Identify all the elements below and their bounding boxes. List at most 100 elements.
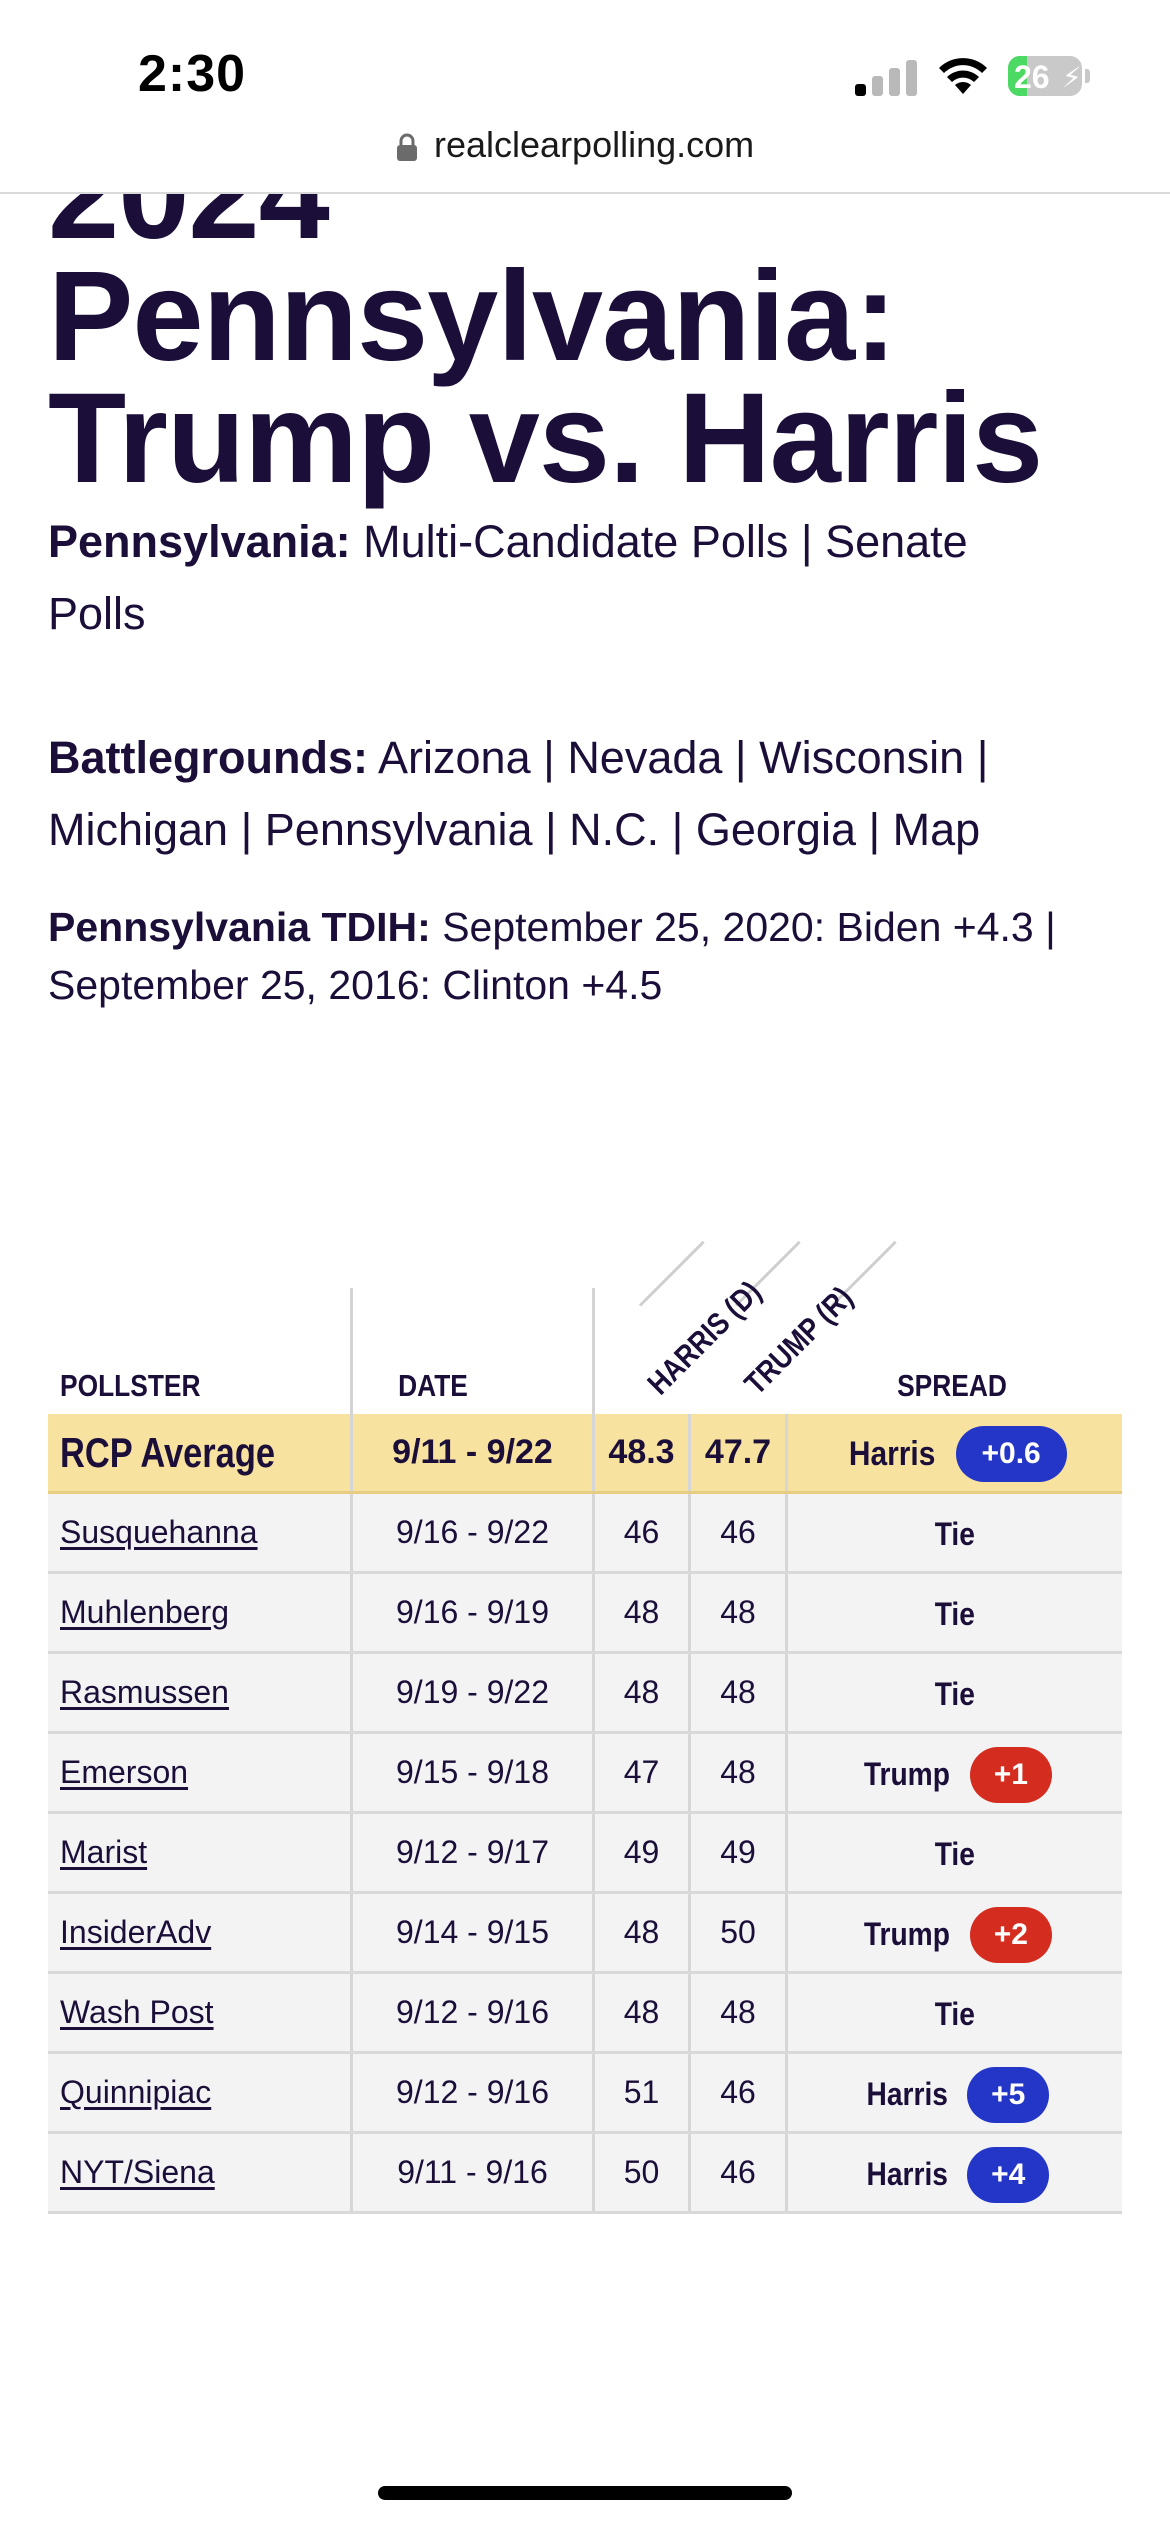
pollster-cell: NYT/Siena (48, 2134, 350, 2211)
trump-cell: 48 (688, 1654, 785, 1731)
date-cell: 9/16 - 9/19 (350, 1574, 592, 1651)
battleground-link-map[interactable]: Map (892, 804, 981, 855)
battleground-link-nc[interactable]: N.C. (569, 804, 660, 855)
table-row: Marist 9/12 - 9/17 49 49 Tie (48, 1814, 1122, 1894)
battleground-link-arizona[interactable]: Arizona (378, 732, 531, 783)
page-content: 2024 Pennsylvania: Trump vs. Harris Penn… (0, 194, 1170, 2474)
battleground-link-pennsylvania[interactable]: Pennsylvania (264, 804, 533, 855)
spread-leader: Tie (934, 1836, 976, 1873)
pollster-cell: Quinnipiac (48, 2054, 350, 2131)
table-row: Rasmussen 9/19 - 9/22 48 48 Tie (48, 1654, 1122, 1734)
table-row: Muhlenberg 9/16 - 9/19 48 48 Tie (48, 1574, 1122, 1654)
table-row: InsiderAdv 9/14 - 9/15 48 50 Trump +2 (48, 1894, 1122, 1974)
spread-leader: Trump (863, 1916, 950, 1953)
header-date[interactable]: DATE (398, 1368, 468, 1403)
spread-cell: Tie (785, 1654, 1122, 1731)
pollster-link[interactable]: Emerson (60, 1754, 189, 1790)
spread-cell: Harris +4 (785, 2134, 1122, 2211)
state-links: Pennsylvania: Multi-Candidate Polls | Se… (48, 516, 968, 639)
table-row: NYT/Siena 9/11 - 9/16 50 46 Harris +4 (48, 2134, 1122, 2214)
avg-spread: Harris +0.6 (785, 1414, 1122, 1491)
spread-badge: +5 (967, 2066, 1050, 2123)
pollster-link[interactable]: InsiderAdv (60, 1914, 212, 1950)
table-header: POLLSTER DATE HARRIS (D) TRUMP (R) SPREA… (48, 1240, 1122, 1414)
trump-cell: 48 (688, 1974, 785, 2051)
spread-leader: Tie (934, 1596, 976, 1633)
avg-pollster-cell: RCP Average (48, 1414, 350, 1491)
date-cell: 9/12 - 9/16 (350, 2054, 592, 2131)
page-title: 2024 Pennsylvania: Trump vs. Harris (48, 194, 1128, 503)
spread-leader: Tie (934, 1996, 976, 2033)
pollster-link[interactable]: Quinnipiac (60, 2074, 212, 2110)
trump-cell: 48 (688, 1734, 785, 1811)
harris-cell: 48 (592, 1574, 688, 1651)
spread-leader: Tie (934, 1676, 976, 1713)
url-text[interactable]: realclearpolling.com (434, 124, 755, 165)
harris-cell: 49 (592, 1814, 688, 1891)
spread-cell: Harris +5 (785, 2054, 1122, 2131)
battleground-link-nevada[interactable]: Nevada (567, 732, 723, 783)
harris-cell: 48 (592, 1974, 688, 2051)
header-pollster[interactable]: POLLSTER (60, 1368, 201, 1403)
poll-table: POLLSTER DATE HARRIS (D) TRUMP (R) SPREA… (48, 1240, 1122, 2214)
spread-cell: Tie (785, 1974, 1122, 2051)
trump-cell: 46 (688, 2054, 785, 2131)
status-time: 2:30 (138, 45, 247, 103)
senate-polls-link[interactable]: Senate Polls (48, 516, 968, 639)
pollster-cell: Wash Post (48, 1974, 350, 2051)
avg-harris: 48.3 (592, 1414, 688, 1491)
spread-leader: Harris (866, 2156, 948, 2193)
pollster-cell: Rasmussen (48, 1654, 350, 1731)
title-matchup: Trump vs. Harris (48, 367, 1043, 510)
title-state: Pennsylvania: (48, 245, 897, 388)
pollster-link[interactable]: NYT/Siena (60, 2154, 215, 2190)
date-cell: 9/11 - 9/16 (350, 2134, 592, 2211)
harris-cell: 51 (592, 2054, 688, 2131)
pollster-link[interactable]: Wash Post (60, 1994, 214, 2030)
harris-cell: 46 (592, 1494, 688, 1571)
battleground-link-michigan[interactable]: Michigan (48, 804, 229, 855)
spread-cell: Trump +1 (785, 1734, 1122, 1811)
pollster-cell: Muhlenberg (48, 1574, 350, 1651)
date-cell: 9/19 - 9/22 (350, 1654, 592, 1731)
pollster-link[interactable]: Susquehanna (60, 1514, 258, 1550)
tdih-2020-link[interactable]: September 25, 2020: Biden +4.3 (442, 904, 1034, 950)
spread-cell: Tie (785, 1814, 1122, 1891)
battleground-link-georgia[interactable]: Georgia (695, 804, 856, 855)
header-spread[interactable]: SPREAD (897, 1368, 1007, 1403)
harris-cell: 47 (592, 1734, 688, 1811)
pollster-cell: InsiderAdv (48, 1894, 350, 1971)
trump-cell: 46 (688, 1494, 785, 1571)
spread-leader: Harris (866, 2076, 948, 2113)
table-row: Quinnipiac 9/12 - 9/16 51 46 Harris +5 (48, 2054, 1122, 2134)
tdih-2016-link[interactable]: September 25, 2016: Clinton +4.5 (48, 962, 663, 1008)
spread-badge: +4 (967, 2146, 1050, 2203)
battleground-link-wisconsin[interactable]: Wisconsin (759, 732, 965, 783)
multi-candidate-polls-link[interactable]: Multi-Candidate Polls (363, 516, 789, 567)
date-cell: 9/16 - 9/22 (350, 1494, 592, 1571)
pollster-link[interactable]: Marist (60, 1834, 148, 1870)
spread-cell: Tie (785, 1494, 1122, 1571)
date-cell: 9/14 - 9/15 (350, 1894, 592, 1971)
spread-leader: Trump (863, 1756, 950, 1793)
avg-spread-leader: Harris (849, 1434, 936, 1473)
trump-cell: 48 (688, 1574, 785, 1651)
avg-spread-badge: +0.6 (955, 1426, 1067, 1483)
toolbar-divider (0, 192, 1170, 194)
harris-cell: 48 (592, 1654, 688, 1731)
pollster-link[interactable]: Muhlenberg (60, 1594, 229, 1630)
tdih-label: Pennsylvania TDIH: (48, 904, 431, 950)
address-bar[interactable]: realclearpolling.com (0, 118, 1170, 192)
home-indicator[interactable] (378, 2486, 792, 2500)
battlegrounds: Battlegrounds: Arizona | Nevada | Wiscon… (48, 732, 989, 855)
lock-icon (397, 133, 417, 161)
column-divider (592, 1288, 595, 1414)
pollster-link[interactable]: Rasmussen (60, 1674, 229, 1710)
column-divider (350, 1288, 353, 1414)
avg-pollster: RCP Average (60, 1429, 276, 1476)
spread-leader: Tie (934, 1516, 976, 1553)
battery-level: 26 (1014, 59, 1050, 95)
wifi-icon (939, 58, 987, 94)
spread-cell: Trump +2 (785, 1894, 1122, 1971)
pollster-cell: Emerson (48, 1734, 350, 1811)
